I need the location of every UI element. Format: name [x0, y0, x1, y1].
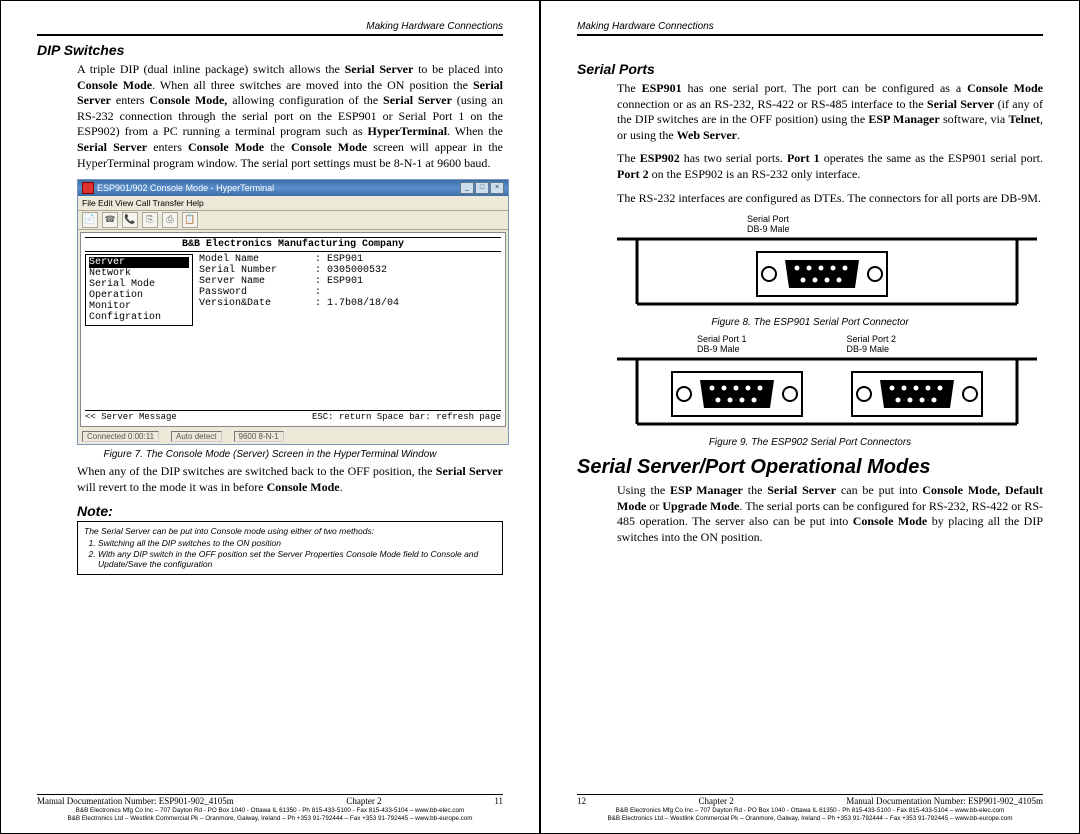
footer-right: 12 Chapter 2 Manual Documentation Number… — [577, 794, 1043, 823]
esc-hint: ESC: return Space bar: refresh page — [312, 412, 501, 422]
dip-para2: When any of the DIP switches are switche… — [77, 464, 503, 495]
running-header-right: Making Hardware Connections — [577, 21, 1043, 36]
terminal-company: B&B Electronics Manufacturing Company — [85, 237, 501, 252]
note-heading: Note: — [77, 503, 503, 519]
heading-dip-switches: DIP Switches — [37, 42, 503, 58]
terminal-toolbar: 📄☎📞⎘⎙📋 — [78, 210, 508, 230]
footer-left: Manual Documentation Number: ESP901-902_… — [37, 794, 503, 823]
footer-chapter: Chapter 2 — [699, 796, 734, 806]
terminal-status-bar: Connected 0:00:11 Auto detect 9600 8-N-1 — [78, 429, 508, 444]
menu-item-server: Server — [89, 257, 189, 268]
field-label: Password — [199, 287, 309, 298]
terminal-content: B&B Electronics Manufacturing Company Se… — [80, 232, 506, 427]
figure-8-esp901-connector: Serial Port DB-9 Male — [617, 214, 1043, 313]
footer-pagenum: 11 — [494, 796, 503, 806]
tool-icon[interactable]: ⎙ — [162, 212, 178, 228]
menu-item: Monitor — [89, 301, 189, 312]
footer-pagenum: 12 — [577, 796, 586, 806]
minimize-icon[interactable]: _ — [460, 182, 474, 194]
port-label-2: Serial Port 2 DB-9 Male — [847, 334, 897, 354]
footer-chapter: Chapter 2 — [346, 796, 381, 806]
terminal-title-text: ESP901/902 Console Mode - HyperTerminal — [97, 183, 274, 193]
field-label: Model Name — [199, 254, 309, 265]
hyperterminal-window: ESP901/902 Console Mode - HyperTerminal … — [77, 179, 509, 445]
figure-7-caption: Figure 7. The Console Mode (Server) Scre… — [37, 449, 503, 460]
field-label: Serial Number — [199, 265, 309, 276]
terminal-titlebar: ESP901/902 Console Mode - HyperTerminal … — [78, 180, 508, 196]
window-buttons: _□× — [460, 182, 504, 194]
tool-icon[interactable]: 📞 — [122, 212, 138, 228]
server-message-label: << Server Message — [85, 412, 177, 422]
menu-item: Network — [89, 268, 189, 279]
footer-docnum: Manual Documentation Number: ESP901-902_… — [846, 796, 1043, 806]
serial-para1: The ESP901 has one serial port. The port… — [617, 81, 1043, 206]
field-label: Version&Date — [199, 298, 309, 309]
page-12: Making Hardware Connections Serial Ports… — [540, 0, 1080, 834]
footer-fine-2: B&B Electronics Ltd – Westlink Commercia… — [37, 815, 503, 823]
page-11: Making Hardware Connections DIP Switches… — [0, 0, 540, 834]
modes-para: Using the ESP Manager the Serial Server … — [617, 483, 1043, 545]
port-label-1: Serial Port 1 DB-9 Male — [697, 334, 747, 354]
tool-icon[interactable]: ☎ — [102, 212, 118, 228]
footer-fine-1: B&B Electronics Mfg Co Inc – 707 Dayton … — [577, 807, 1043, 815]
field-value: : 1.7b08/18/04 — [315, 298, 501, 309]
field-value: : ESP901 — [315, 276, 501, 287]
field-value: : — [315, 287, 501, 298]
app-icon — [82, 182, 94, 194]
note-item-1: Switching all the DIP switches to the ON… — [98, 538, 496, 548]
figure-9-esp902-connectors: Serial Port 1 DB-9 Male Serial Port 2 DB… — [617, 334, 1043, 433]
db9-single-svg — [617, 234, 1037, 309]
figure-8-caption: Figure 8. The ESP901 Serial Port Connect… — [577, 317, 1043, 328]
status-connected: Connected 0:00:11 — [82, 431, 159, 442]
port-label-single: Serial Port DB-9 Male — [747, 214, 1043, 234]
terminal-bottom-line: << Server Message ESC: return Space bar:… — [85, 410, 501, 422]
footer-fine-2: B&B Electronics Ltd – Westlink Commercia… — [577, 815, 1043, 823]
db9-dual-svg — [617, 354, 1037, 429]
terminal-fields-col: Model Name Serial Number Server Name Pas… — [199, 254, 309, 326]
terminal-values-col: : ESP901 : 0305000532 : ESP901 : : 1.7b0… — [315, 254, 501, 326]
heading-operational-modes: Serial Server/Port Operational Modes — [577, 456, 1043, 479]
status-baud: 9600 8-N-1 — [234, 431, 284, 442]
tool-icon[interactable]: ⎘ — [142, 212, 158, 228]
note-intro: The Serial Server can be put into Consol… — [84, 526, 496, 536]
serial-para3: The RS-232 interfaces are configured as … — [617, 191, 1043, 207]
menu-item: Serial Mode — [89, 279, 189, 290]
field-value: : ESP901 — [315, 254, 501, 265]
note-box: The Serial Server can be put into Consol… — [77, 521, 503, 575]
terminal-menu: File Edit View Call Transfer Help — [78, 196, 508, 210]
tool-icon[interactable]: 📋 — [182, 212, 198, 228]
close-icon[interactable]: × — [490, 182, 504, 194]
maximize-icon[interactable]: □ — [475, 182, 489, 194]
heading-serial-ports: Serial Ports — [577, 61, 1043, 77]
running-header-left: Making Hardware Connections — [37, 21, 503, 36]
note-item-2: With any DIP switch in the OFF position … — [98, 549, 496, 569]
menu-item: Configration — [89, 312, 189, 323]
footer-docnum: Manual Documentation Number: ESP901-902_… — [37, 796, 234, 806]
field-value: : 0305000532 — [315, 265, 501, 276]
dip-para1: A triple DIP (dual inline package) switc… — [77, 62, 503, 171]
field-label: Server Name — [199, 276, 309, 287]
status-detect: Auto detect — [171, 431, 221, 442]
menu-item: Operation — [89, 290, 189, 301]
terminal-menu-col: Server Network Serial Mode Operation Mon… — [85, 254, 193, 326]
figure-9-caption: Figure 9. The ESP902 Serial Port Connect… — [577, 437, 1043, 448]
footer-fine-1: B&B Electronics Mfg Co Inc – 707 Dayton … — [37, 807, 503, 815]
tool-icon[interactable]: 📄 — [82, 212, 98, 228]
